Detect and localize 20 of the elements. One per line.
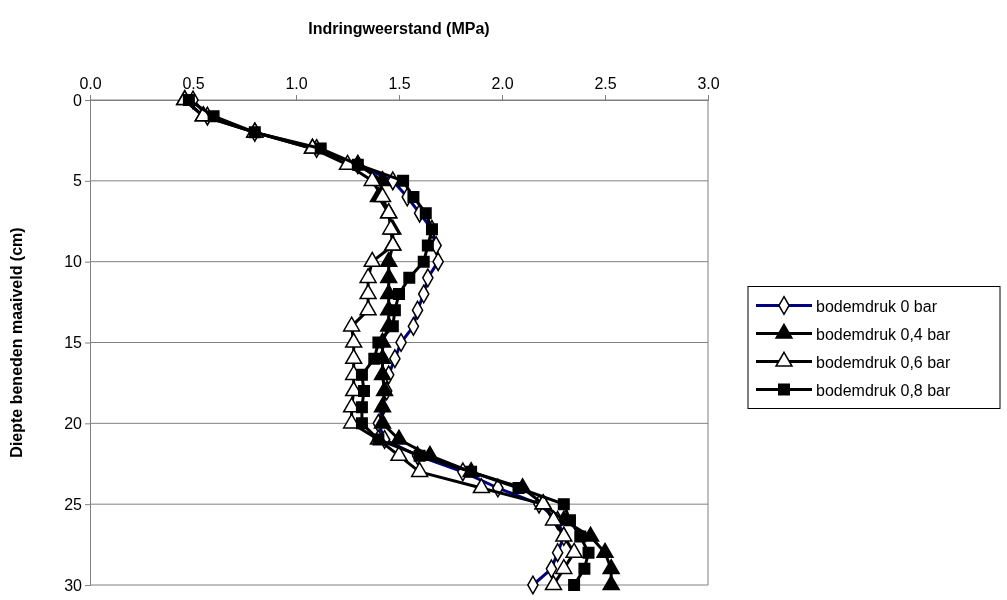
x-tick-label: 2.5	[594, 74, 617, 92]
y-tick-label: 25	[64, 495, 83, 513]
x-tick-label: 3.0	[697, 74, 720, 92]
legend-label: bodemdruk 0 bar	[816, 297, 938, 315]
y-axis-title: Diepte beneden maaiveld (cm)	[8, 227, 25, 458]
y-tick-label: 5	[73, 172, 83, 190]
x-tick-label: 0.0	[79, 74, 102, 92]
y-tick-label: 20	[64, 414, 83, 432]
y-tick-label: 30	[64, 576, 83, 594]
legend-label: bodemdruk 0,4 bar	[816, 325, 951, 343]
legend-label: bodemdruk 0,8 bar	[816, 381, 951, 399]
x-tick-label: 2.0	[491, 74, 514, 92]
legend-label: bodemdruk 0,6 bar	[816, 353, 951, 371]
x-axis-title: Indringweerstand (MPa)	[308, 20, 490, 37]
y-tick-label: 0	[73, 91, 83, 109]
x-tick-label: 1.5	[388, 74, 411, 92]
y-tick-label: 10	[64, 253, 83, 271]
x-tick-label: 0.5	[182, 74, 205, 92]
x-tick-label: 1.0	[285, 74, 308, 92]
y-tick-label: 15	[64, 334, 83, 352]
